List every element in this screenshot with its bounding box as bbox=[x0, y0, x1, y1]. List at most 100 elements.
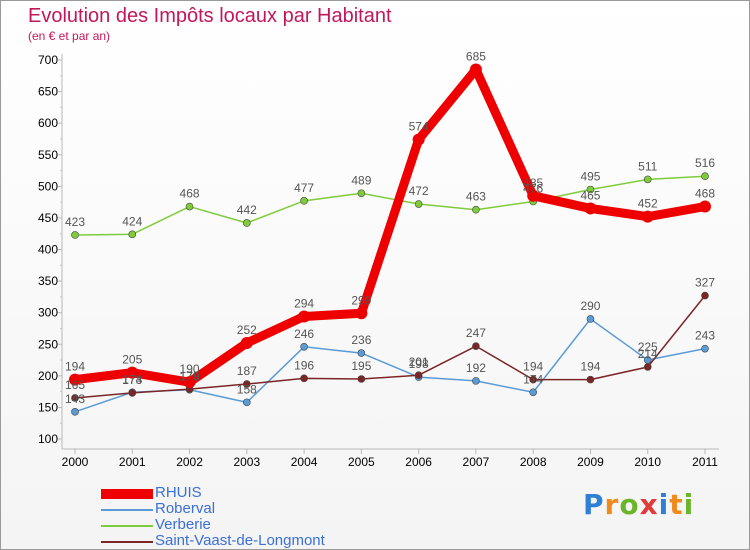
data-label: 495 bbox=[580, 169, 600, 183]
data-label: 685 bbox=[466, 49, 486, 63]
data-label: 465 bbox=[580, 188, 600, 202]
data-point bbox=[126, 366, 139, 379]
chart-subtitle: (en € et par an) bbox=[28, 29, 111, 43]
data-point bbox=[128, 230, 137, 239]
data-point bbox=[643, 363, 652, 371]
data-label: 173 bbox=[122, 373, 142, 387]
data-point bbox=[472, 377, 480, 385]
x-tick-label: 2000 bbox=[62, 455, 89, 469]
data-label: 225 bbox=[638, 340, 658, 354]
legend-swatch bbox=[101, 509, 153, 511]
data-point bbox=[472, 342, 480, 350]
y-tick-label: 450 bbox=[38, 211, 58, 225]
data-point bbox=[586, 185, 595, 194]
data-label: 192 bbox=[466, 361, 486, 375]
data-label: 201 bbox=[409, 355, 429, 369]
data-point bbox=[412, 133, 425, 146]
data-point bbox=[298, 310, 311, 323]
data-point bbox=[357, 189, 366, 198]
x-tick-label: 2002 bbox=[176, 455, 203, 469]
x-tick-label: 2009 bbox=[577, 455, 604, 469]
data-point bbox=[643, 175, 652, 184]
data-label: 196 bbox=[294, 358, 314, 372]
logo-letter: t bbox=[669, 488, 684, 521]
y-tick-label: 600 bbox=[38, 116, 58, 130]
data-label: 423 bbox=[65, 215, 85, 229]
proxiti-logo: Proxiti bbox=[583, 488, 694, 521]
data-label: 252 bbox=[237, 323, 257, 337]
data-label: 294 bbox=[294, 296, 314, 310]
y-tick-label: 650 bbox=[38, 85, 58, 99]
data-point bbox=[527, 189, 540, 202]
data-point bbox=[240, 336, 253, 349]
data-point bbox=[243, 380, 251, 388]
data-label: 143 bbox=[65, 392, 85, 406]
data-label: 187 bbox=[237, 364, 257, 378]
data-label: 511 bbox=[638, 159, 657, 173]
x-tick-label: 2008 bbox=[520, 455, 547, 469]
y-tick-label: 100 bbox=[38, 432, 58, 446]
data-label: 476 bbox=[523, 181, 543, 195]
data-point bbox=[699, 200, 711, 213]
data-point bbox=[641, 210, 654, 223]
data-label: 190 bbox=[180, 362, 200, 376]
data-label: 574 bbox=[409, 120, 429, 134]
data-label: 178 bbox=[180, 370, 200, 384]
data-label: 442 bbox=[237, 203, 257, 217]
data-label: 247 bbox=[466, 326, 486, 340]
data-point bbox=[128, 389, 137, 397]
data-point bbox=[414, 371, 423, 380]
data-point bbox=[300, 197, 308, 205]
data-label: 158 bbox=[237, 382, 257, 396]
x-tick-label: 2001 bbox=[119, 455, 146, 469]
data-label: 468 bbox=[180, 187, 200, 201]
data-label: 246 bbox=[294, 327, 314, 341]
x-tick-label: 2007 bbox=[463, 455, 490, 469]
data-point bbox=[69, 373, 81, 386]
data-point bbox=[414, 200, 423, 208]
data-point bbox=[529, 375, 537, 384]
data-label: 299 bbox=[351, 293, 371, 307]
x-tick-label: 2010 bbox=[634, 455, 661, 469]
data-point bbox=[300, 374, 308, 383]
data-point bbox=[701, 291, 709, 300]
data-point bbox=[185, 202, 194, 211]
logo-letter: P bbox=[583, 488, 605, 521]
data-label: 489 bbox=[351, 173, 371, 187]
y-tick-label: 150 bbox=[38, 400, 58, 414]
series-line-roberval bbox=[74, 318, 706, 413]
data-label: 243 bbox=[695, 329, 715, 343]
data-label: 198 bbox=[409, 357, 429, 371]
logo-letter: o bbox=[619, 488, 640, 521]
data-label: 179 bbox=[180, 369, 200, 383]
legend-swatch bbox=[101, 489, 153, 499]
y-tick-label: 350 bbox=[38, 274, 58, 288]
data-point bbox=[71, 231, 79, 239]
data-label: 327 bbox=[695, 276, 715, 290]
logo-letter: i bbox=[658, 488, 670, 521]
data-point bbox=[300, 342, 308, 351]
x-tick-label: 2005 bbox=[348, 455, 375, 469]
y-tick-label: 500 bbox=[38, 179, 58, 193]
y-tick-label: 550 bbox=[38, 148, 58, 162]
data-point bbox=[586, 315, 595, 323]
series-line-rhuis bbox=[70, 64, 710, 387]
data-label: 194 bbox=[523, 360, 543, 374]
data-label: 165 bbox=[65, 378, 85, 392]
data-label: 236 bbox=[351, 333, 371, 347]
data-label: 174 bbox=[523, 372, 543, 386]
data-point bbox=[355, 307, 368, 320]
data-point bbox=[584, 202, 597, 215]
data-label: 194 bbox=[580, 360, 600, 374]
series-line-verberie bbox=[74, 175, 706, 236]
legend-swatch bbox=[101, 541, 153, 543]
data-point bbox=[469, 63, 482, 76]
data-point bbox=[701, 344, 709, 353]
x-tick-label: 2003 bbox=[233, 455, 260, 469]
y-tick-label: 200 bbox=[38, 369, 58, 383]
legend-swatch bbox=[101, 525, 153, 527]
data-label: 194 bbox=[65, 360, 85, 374]
data-point bbox=[586, 375, 595, 384]
data-label: 463 bbox=[466, 190, 486, 204]
